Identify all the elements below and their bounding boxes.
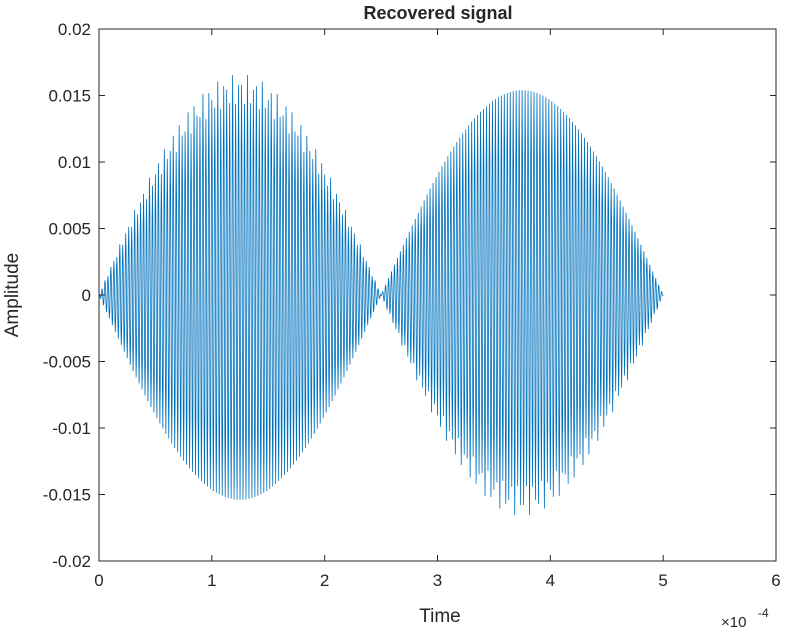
y-tick-label: -0.015 [43,486,91,505]
y-axis-ticks: -0.02 -0.015 -0.01 -0.005 0 0.005 0.01 0.015 0.0… [43,20,776,571]
x-axis-label: Time [419,606,461,627]
x-tick-label: 4 [546,571,555,590]
x-tick-label: 2 [320,571,329,590]
x-tick-label: 6 [771,571,780,590]
y-tick-label: 0.015 [48,87,91,106]
y-tick-label: 0.005 [48,220,91,239]
y-tick-label: -0.005 [43,353,91,372]
y-tick-label: -0.01 [52,419,91,438]
y-tick-label: 0.02 [58,20,91,39]
y-axis-label: Amplitude [2,253,23,338]
x-tick-label: 5 [658,571,667,590]
chart-title: Recovered signal [363,3,512,23]
y-tick-label: 0.01 [58,153,91,172]
y-tick-label: 0 [82,286,91,305]
x-tick-label: 1 [207,571,216,590]
x-exponent-power: -4 [758,606,769,620]
plot-area [98,28,777,562]
x-axis-ticks: 0 1 2 3 4 5 6 [94,29,781,590]
signal-line [98,75,664,515]
x-tick-label: 3 [433,571,442,590]
y-tick-label: -0.02 [52,552,91,571]
x-axis-exponent: ×10 -4 [721,606,769,629]
x-tick-label: 0 [94,571,103,590]
x-exponent-base: ×10 [721,614,746,629]
